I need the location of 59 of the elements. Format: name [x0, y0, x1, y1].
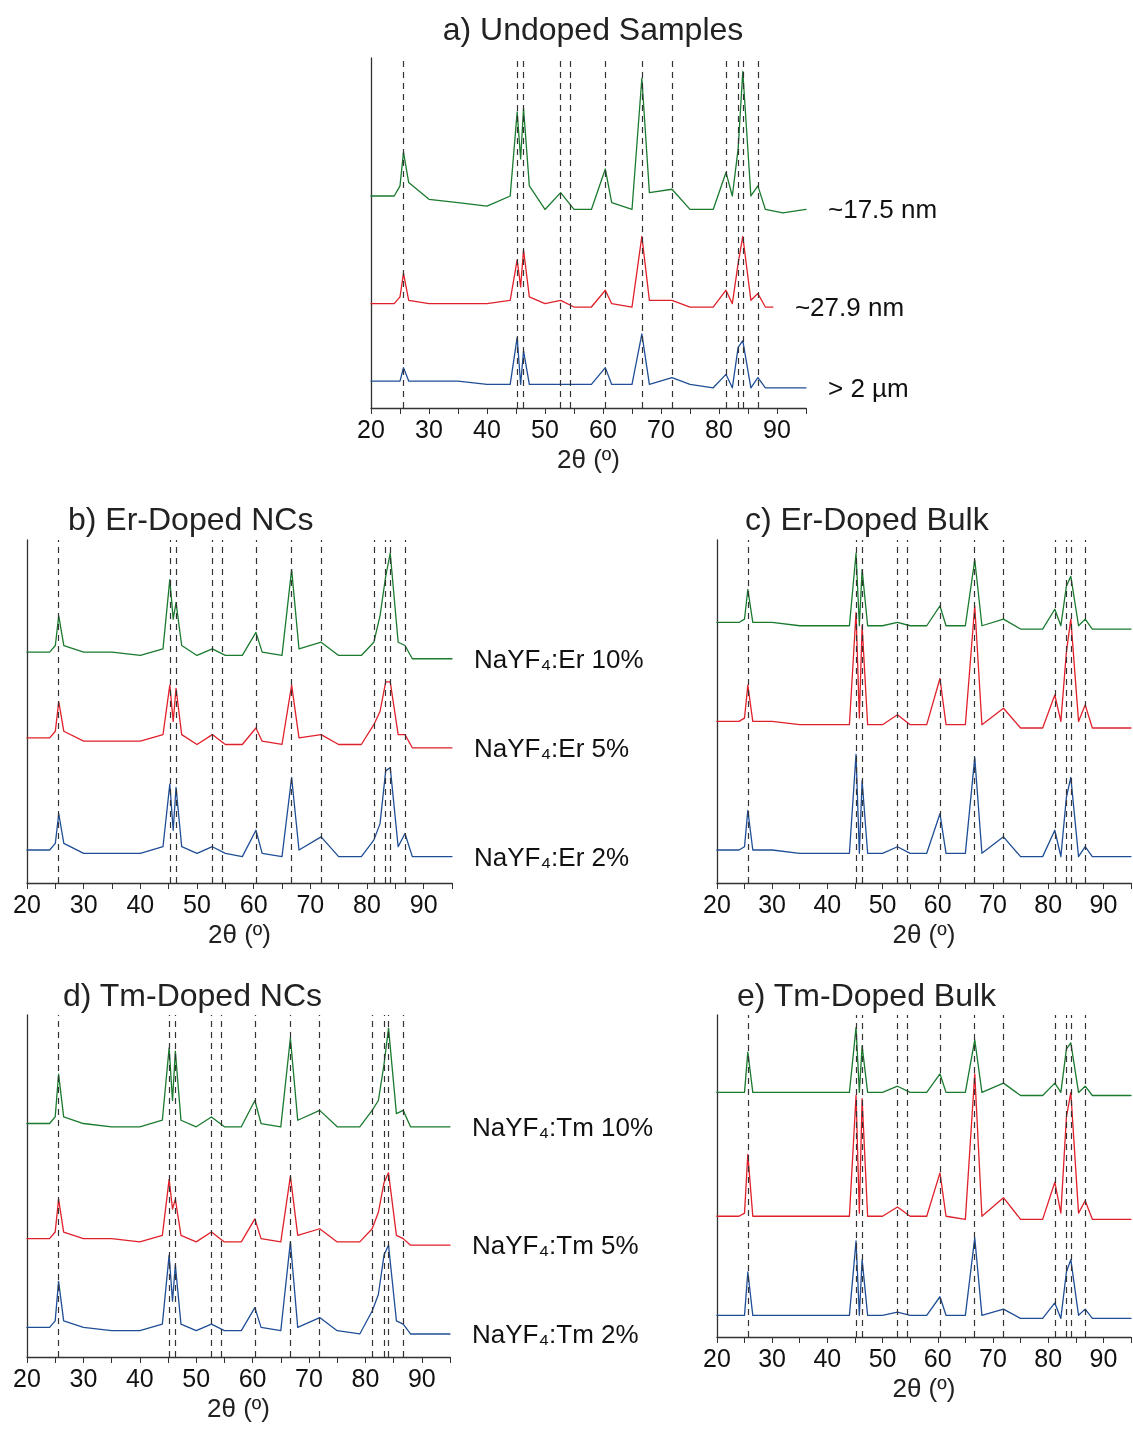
x-tick-label: 80	[351, 1363, 380, 1392]
x-axis-title: 2θ (º)	[892, 918, 956, 949]
chart-title: e) Tm-Doped Bulk	[737, 977, 998, 1013]
chart-title: a) Undoped Samples	[442, 11, 744, 47]
x-tick-label: 40	[473, 414, 501, 443]
chart-title: c) Er-Doped Bulk	[745, 501, 990, 537]
x-tick-label: 90	[763, 414, 791, 443]
series-label: NaYF₄:Er 5%	[474, 732, 630, 763]
x-tick-label: 80	[353, 889, 381, 918]
x-axis-title: 2θ (º)	[207, 1392, 270, 1423]
x-tick-label: 70	[979, 1343, 1007, 1372]
x-tick-label: 30	[415, 414, 443, 443]
x-tick-label: 40	[813, 1343, 842, 1372]
x-axis-title: 2θ (º)	[208, 918, 271, 949]
x-tick-label: 20	[703, 1343, 731, 1372]
x-tick-label: 20	[13, 889, 41, 918]
x-tick-label: 30	[69, 1363, 98, 1392]
x-tick-label: 80	[1034, 889, 1063, 918]
x-tick-label: 50	[182, 1363, 211, 1392]
x-tick-label: 40	[813, 889, 842, 918]
x-tick-label: 90	[1089, 889, 1118, 918]
x-tick-label: 60	[239, 889, 268, 918]
series-label: NaYF₄:Tm 2%	[472, 1318, 639, 1349]
x-tick-label: 90	[407, 1363, 436, 1392]
x-tick-label: 80	[705, 414, 733, 443]
x-tick-label: 70	[647, 414, 675, 443]
x-tick-label: 70	[979, 889, 1007, 918]
x-tick-label: 80	[1034, 1343, 1063, 1372]
x-tick-label: 50	[531, 414, 559, 443]
x-tick-label: 50	[868, 1343, 897, 1372]
x-tick-label: 30	[758, 889, 787, 918]
series-label: > 2 µm	[828, 372, 909, 403]
series-label: ~27.9 nm	[794, 292, 905, 323]
series-label: NaYF₄:Tm 10%	[472, 1111, 654, 1142]
x-tick-label: 90	[409, 889, 438, 918]
x-tick-label: 50	[183, 889, 211, 918]
x-axis-title: 2θ (º)	[557, 443, 620, 474]
x-tick-label: 20	[13, 1363, 41, 1392]
x-tick-label: 20	[703, 889, 731, 918]
x-axis-title: 2θ (º)	[892, 1372, 956, 1403]
chart-title: d) Tm-Doped NCs	[63, 977, 323, 1013]
x-tick-label: 60	[589, 414, 617, 443]
chart-title: b) Er-Doped NCs	[68, 501, 314, 537]
x-tick-label: 50	[868, 889, 897, 918]
series-label: NaYF₄:Er 10%	[474, 643, 644, 674]
x-tick-label: 70	[296, 889, 325, 918]
series-label: ~17.5 nm	[828, 194, 938, 225]
x-tick-label: 30	[69, 889, 98, 918]
x-tick-label: 60	[238, 1363, 267, 1392]
x-tick-label: 90	[1089, 1343, 1118, 1372]
x-tick-label: 60	[923, 889, 952, 918]
series-label: NaYF₄:Tm 5%	[472, 1230, 639, 1261]
x-tick-label: 40	[125, 1363, 154, 1392]
x-tick-label: 40	[126, 889, 155, 918]
series-label: NaYF₄:Er 2%	[474, 841, 630, 872]
x-tick-label: 30	[758, 1343, 787, 1372]
x-tick-label: 20	[357, 414, 385, 443]
x-tick-label: 60	[923, 1343, 952, 1372]
x-tick-label: 70	[295, 1363, 323, 1392]
